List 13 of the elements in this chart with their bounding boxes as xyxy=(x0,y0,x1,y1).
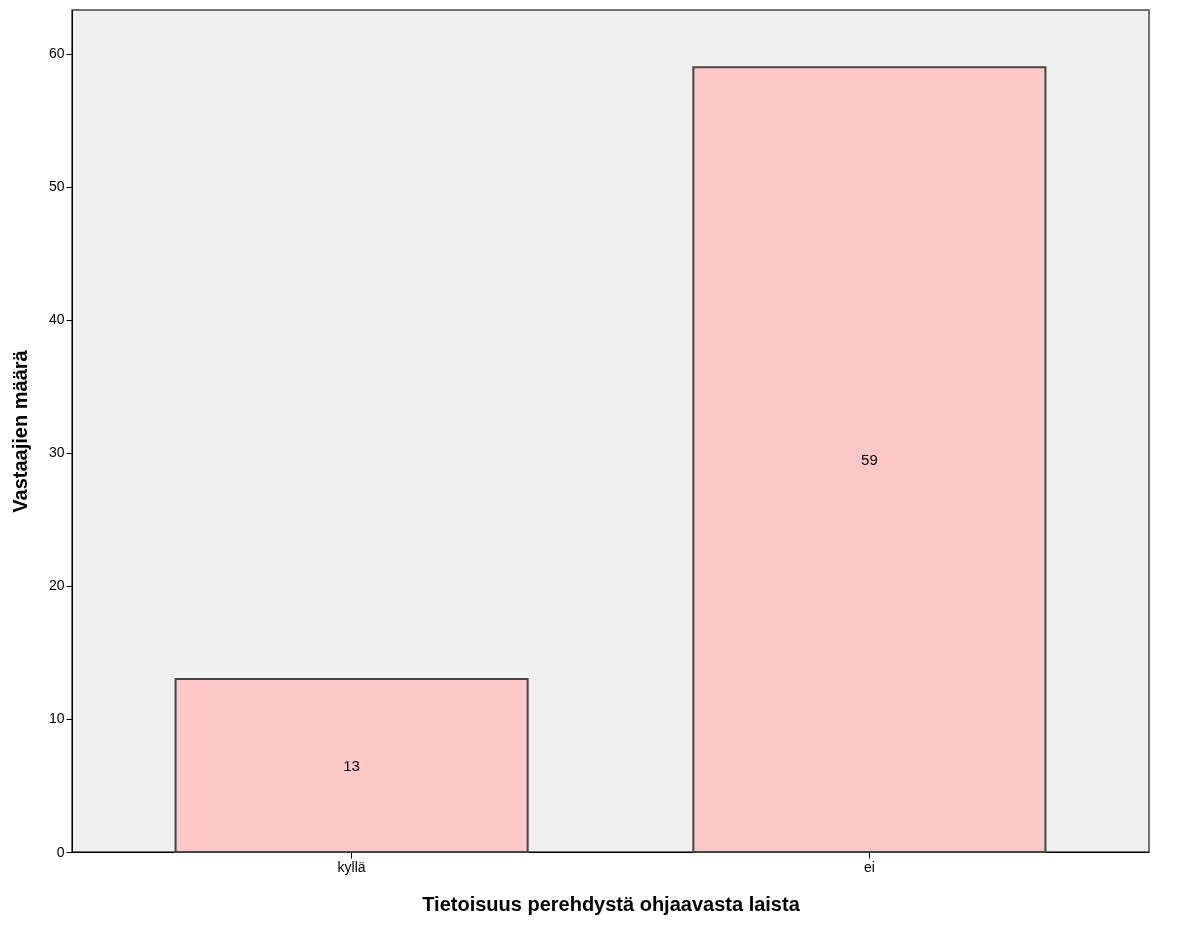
y-tick-label: 10 xyxy=(48,710,65,727)
y-tick-label: 60 xyxy=(48,45,65,62)
x-axis-title: Tietoisuus perehdystä ohjaavasta laista xyxy=(422,892,801,915)
x-tick-label: ei xyxy=(863,858,875,875)
y-tick-label: 40 xyxy=(48,311,65,328)
y-axis-title: Vastaajien määrä xyxy=(8,349,31,513)
y-tick-label: 0 xyxy=(56,843,65,860)
y-tick-label: 20 xyxy=(48,577,65,594)
y-tick-label: 30 xyxy=(48,444,65,461)
y-tick-label: 50 xyxy=(48,178,65,195)
data-label: 13 xyxy=(343,756,360,774)
data-label: 59 xyxy=(861,450,878,468)
x-tick-label: kyllä xyxy=(337,858,366,875)
